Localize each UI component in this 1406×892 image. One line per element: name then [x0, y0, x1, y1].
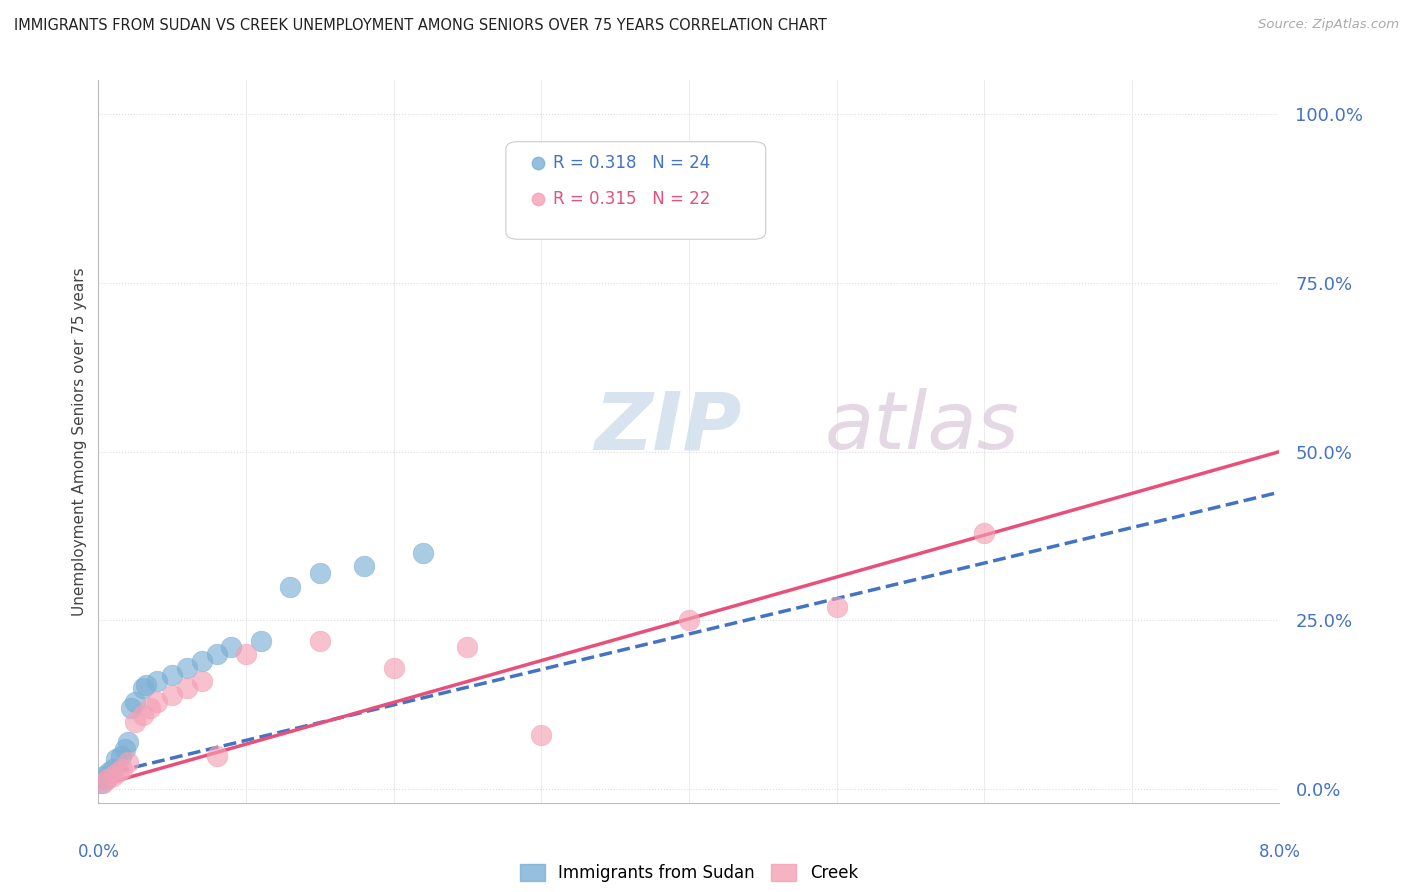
Point [825, 599, 848, 614]
Point [132, 708, 155, 723]
Point [111, 762, 134, 776]
Point [103, 762, 125, 776]
Point [93, 769, 115, 783]
Point [205, 647, 228, 661]
Point [91, 775, 114, 789]
Point [110, 748, 132, 763]
Text: R = 0.315   N = 22: R = 0.315 N = 22 [553, 191, 710, 209]
Text: IMMIGRANTS FROM SUDAN VS CREEK UNEMPLOYMENT AMONG SENIORS OVER 75 YEARS CORRELAT: IMMIGRANTS FROM SUDAN VS CREEK UNEMPLOYM… [14, 18, 827, 33]
Point [678, 614, 700, 628]
Point [176, 661, 198, 675]
Point [120, 701, 142, 715]
FancyBboxPatch shape [506, 142, 766, 239]
Text: 8.0%: 8.0% [1258, 843, 1301, 861]
Text: ZIP: ZIP [595, 388, 742, 467]
Point [973, 525, 995, 540]
Point [162, 667, 183, 681]
Point [103, 769, 125, 783]
Point [457, 640, 479, 655]
Point [412, 546, 434, 560]
Point [176, 681, 198, 695]
Y-axis label: Unemployment Among Seniors over 75 years: Unemployment Among Seniors over 75 years [72, 268, 87, 615]
Point [132, 681, 155, 695]
Point [107, 765, 129, 780]
Point [530, 728, 553, 742]
Point [124, 714, 146, 729]
Point [191, 654, 214, 668]
Point [146, 674, 169, 689]
Point [124, 694, 146, 708]
Point [94, 772, 117, 787]
Point [221, 640, 243, 655]
Point [309, 633, 332, 648]
Point [135, 678, 157, 692]
Text: Source: ZipAtlas.com: Source: ZipAtlas.com [1258, 18, 1399, 31]
Point [146, 694, 169, 708]
Point [205, 748, 228, 763]
Point [353, 559, 375, 574]
Legend: Immigrants from Sudan, Creek: Immigrants from Sudan, Creek [513, 857, 865, 888]
Text: atlas: atlas [825, 388, 1019, 467]
Point [96, 772, 118, 787]
Point [191, 674, 214, 689]
Point [97, 765, 120, 780]
Point [162, 688, 183, 702]
Text: R = 0.318   N = 24: R = 0.318 N = 24 [553, 154, 710, 172]
Point [139, 701, 162, 715]
Point [117, 735, 139, 749]
Point [90, 775, 112, 789]
Text: 0.0%: 0.0% [77, 843, 120, 861]
Point [309, 566, 332, 581]
Point [235, 647, 257, 661]
Point [105, 752, 128, 766]
Point [114, 741, 136, 756]
Point [250, 633, 273, 648]
Point [280, 580, 302, 594]
Point [382, 661, 405, 675]
Point [117, 756, 139, 770]
